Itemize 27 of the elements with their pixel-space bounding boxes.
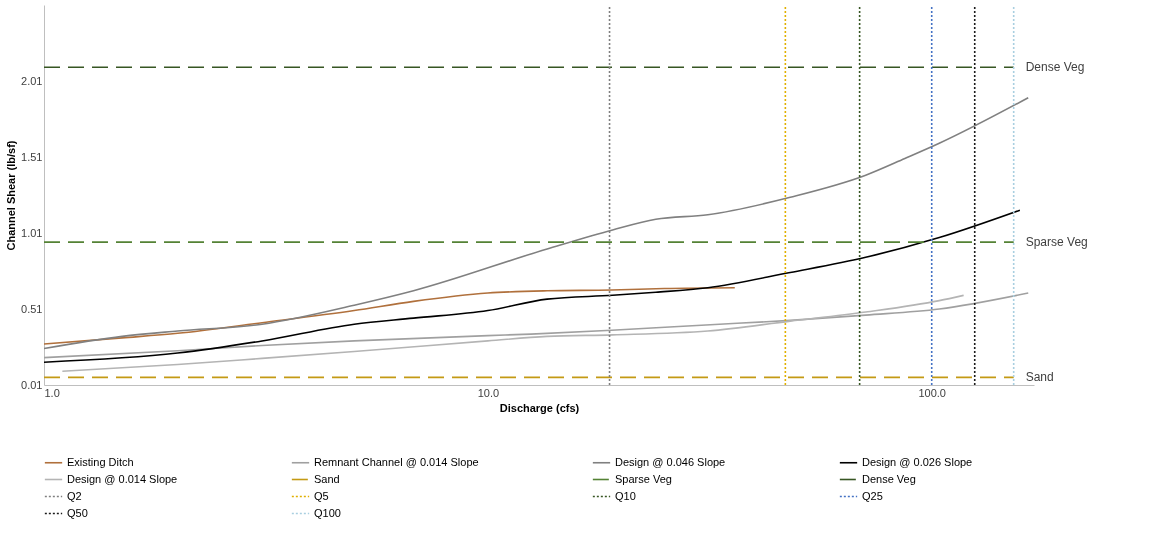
y-tick-label: 2.01 [21, 74, 43, 87]
text: Sand [1025, 370, 1054, 385]
y-tick-label: 1.01 [21, 226, 43, 239]
legend-label: Q10 [615, 489, 636, 502]
text: Dense Veg [1025, 60, 1085, 75]
legend-label: Q2 [67, 489, 82, 502]
y-tick-label: 0.51 [21, 302, 43, 315]
legend-label: Design @ 0.046 Slope [615, 455, 726, 468]
legend-label: Sparse Veg [615, 472, 672, 485]
legend-label: Q100 [314, 506, 341, 519]
x-tick-label: 10.0 [477, 386, 500, 399]
x-tick-label: 100.0 [918, 386, 946, 399]
x-tick-label: 1.0 [44, 386, 60, 399]
legend-label: Remnant Channel @ 0.014 Slope [314, 455, 479, 468]
x-axis-title: Discharge (cfs) [499, 401, 580, 414]
legend-label: Q50 [67, 506, 88, 519]
legend-label: Sand [314, 472, 340, 485]
legend-label: Dense Veg [862, 472, 916, 485]
legend-label: Design @ 0.026 Slope [862, 455, 973, 468]
legend-label: Existing Ditch [67, 455, 134, 468]
y-axis-title: Channel Shear (lb/sf) [5, 140, 18, 251]
y-tick-label: 0.01 [21, 378, 43, 391]
legend-label: Q5 [314, 489, 329, 502]
y-tick-label: 1.51 [21, 150, 43, 163]
text: Sparse Veg [1025, 235, 1088, 250]
legend-label: Q25 [862, 489, 883, 502]
legend-label: Design @ 0.014 Slope [67, 472, 178, 485]
